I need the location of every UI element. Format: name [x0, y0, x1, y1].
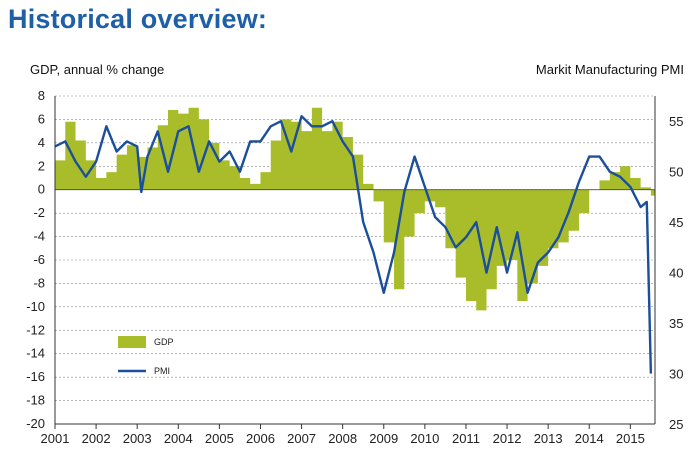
x-tick-label: 2003: [123, 431, 152, 446]
y-left-tick-label: 6: [38, 111, 45, 126]
y-left-tick-label: -18: [26, 393, 45, 408]
y-left-tick-label: -2: [33, 205, 45, 220]
y-left-tick-label: -16: [26, 369, 45, 384]
y-right-tick-label: 35: [669, 316, 683, 331]
x-tick-label: 2008: [328, 431, 357, 446]
y-left-tick-label: 4: [38, 135, 45, 150]
y-left-tick-label: -12: [26, 322, 45, 337]
y-left-tick-label: 8: [38, 88, 45, 103]
pmi-line: [54, 114, 653, 374]
x-tick-label: 2006: [246, 431, 275, 446]
y-left-tick-label: -6: [33, 252, 45, 267]
y-left-tick-label: -8: [33, 275, 45, 290]
x-tick-label: 2005: [205, 431, 234, 446]
y-left-tick-label: 0: [38, 182, 45, 197]
gdp-area: [55, 107, 655, 311]
x-tick-label: 2001: [41, 431, 70, 446]
y-right-tick-label: 30: [669, 367, 683, 382]
legend-gdp-swatch: [118, 336, 146, 348]
x-tick-label: 2012: [493, 431, 522, 446]
y-left-tick-label: -10: [26, 299, 45, 314]
legend-gdp-label: GDP: [154, 337, 174, 347]
x-tick-label: 2007: [287, 431, 316, 446]
chart-title: Historical overview:: [8, 4, 268, 34]
y-right-tick-label: 45: [669, 215, 683, 230]
left-axis-label: GDP, annual % change: [30, 62, 165, 77]
y-right-tick-label: 25: [669, 417, 683, 432]
right-axis-label: Markit Manufacturing PMI: [535, 62, 684, 77]
x-tick-label: 2013: [534, 431, 563, 446]
x-tick-label: 2011: [452, 431, 480, 446]
y-left-tick-label: 2: [38, 158, 45, 173]
x-tick-label: 2002: [82, 431, 111, 446]
y-left-tick-label: -20: [26, 416, 45, 431]
x-tick-label: 2004: [164, 431, 193, 446]
x-tick-label: 2015: [616, 431, 645, 446]
x-tick-label: 2010: [410, 431, 439, 446]
x-tick-label: 2009: [369, 431, 398, 446]
y-right-tick-label: 50: [669, 165, 683, 180]
y-left-tick-label: -4: [33, 229, 45, 244]
y-left-tick-label: -14: [26, 346, 45, 361]
legend-pmi-label: PMI: [154, 366, 170, 376]
y-right-tick-label: 55: [669, 114, 683, 129]
x-tick-label: 2014: [575, 431, 604, 446]
y-right-tick-label: 40: [669, 266, 683, 281]
